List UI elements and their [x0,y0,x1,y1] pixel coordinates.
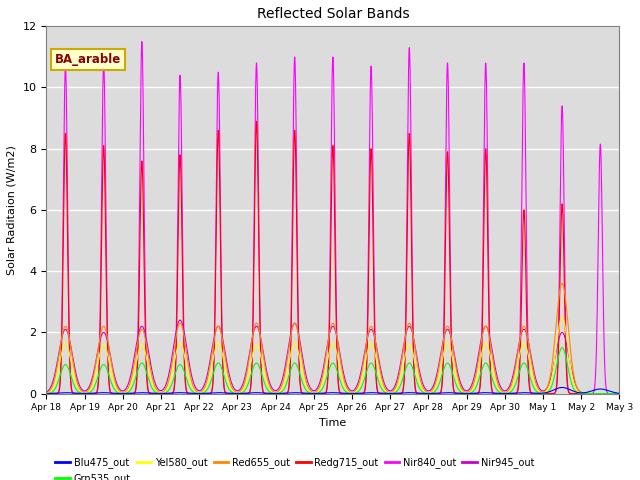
Title: Reflected Solar Bands: Reflected Solar Bands [257,7,409,21]
Text: BA_arable: BA_arable [55,53,121,66]
Legend: Blu475_out, Grn535_out, Yel580_out, Red655_out, Redg715_out, Nir840_out, Nir945_: Blu475_out, Grn535_out, Yel580_out, Red6… [51,454,538,480]
Y-axis label: Solar Raditaion (W/m2): Solar Raditaion (W/m2) [7,145,17,275]
X-axis label: Time: Time [319,418,346,428]
